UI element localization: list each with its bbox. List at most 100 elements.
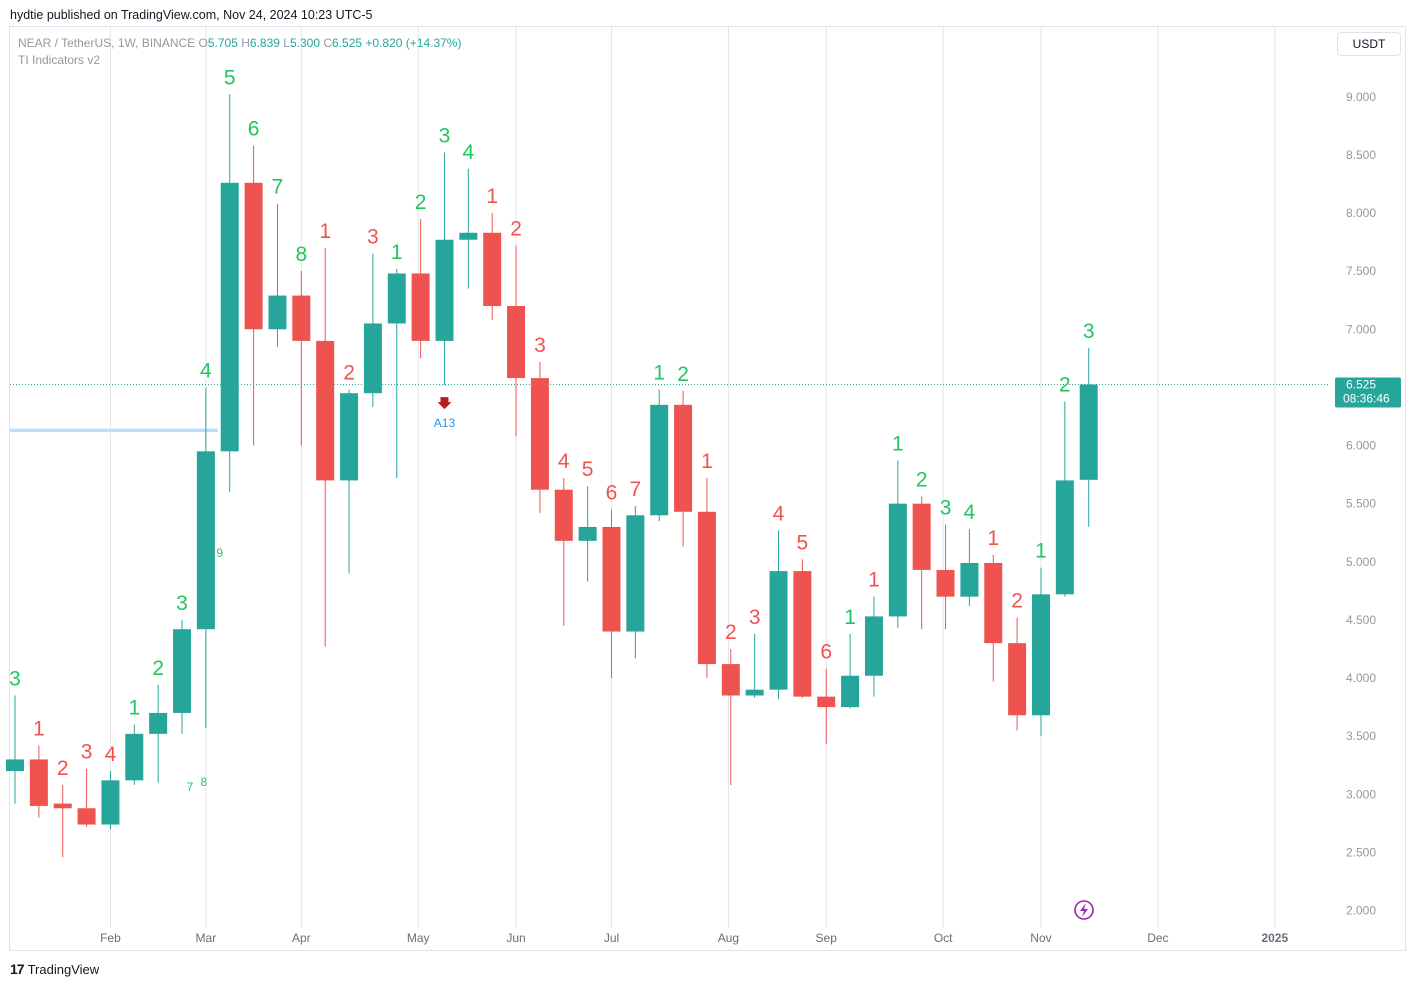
count-label: 2: [415, 191, 427, 214]
candle-body: [507, 306, 526, 379]
count-label: 1: [892, 433, 904, 456]
candle-body: [864, 616, 883, 676]
count-label: 1: [128, 697, 140, 720]
tradingview-logo-icon: 17: [10, 961, 25, 977]
y-tick-label: 8.000: [1346, 206, 1376, 220]
candle-body: [936, 569, 955, 597]
count-label: 1: [701, 450, 713, 473]
candle-body: [769, 571, 788, 690]
candle-body: [554, 489, 573, 541]
open-value: 5.705: [207, 36, 238, 50]
count-label: 1: [486, 185, 498, 208]
count-label: 7: [272, 176, 284, 199]
x-tick-label: May: [407, 931, 430, 945]
candle-body: [960, 562, 979, 597]
y-tick-label: 2.500: [1346, 845, 1376, 859]
y-tick-label: 4.500: [1346, 613, 1376, 627]
count-label: 1: [868, 569, 880, 592]
price-tag-value: 6.525: [1346, 377, 1376, 391]
y-tick-label: 3.000: [1346, 787, 1376, 801]
candle-body: [363, 323, 382, 394]
price-tag-countdown: 08:36:46: [1343, 391, 1390, 405]
count-label: 5: [582, 458, 594, 481]
price-axis: 2.000 2.500 3.000 3.500 4.000 4.500 5.000 5.500…: [1346, 32, 1376, 918]
y-tick-label: 2.000: [1346, 904, 1376, 918]
y-tick-label: 8.500: [1346, 148, 1376, 162]
candle-body: [626, 515, 645, 632]
candle-body: [435, 239, 454, 341]
close-value: 6.525: [332, 36, 363, 50]
time-axis: Feb Mar Apr May Jun Jul Aug Sep Oct Nov Dec 2025: [100, 931, 1288, 945]
count-label: 2: [725, 621, 737, 644]
candle-body: [841, 675, 860, 708]
candle-body: [6, 759, 24, 772]
count-label: 1: [391, 241, 403, 264]
y-tick-label: 5.500: [1346, 497, 1376, 511]
low-label: L: [283, 36, 290, 50]
count-label: 1: [653, 362, 665, 385]
candle-body: [888, 503, 907, 617]
candle-body: [77, 808, 96, 825]
candle-body: [244, 182, 263, 330]
count-label: 5: [797, 531, 809, 554]
high-value: 6.839: [249, 36, 280, 50]
x-tick-label: Jul: [604, 931, 619, 945]
count-label: 3: [176, 592, 188, 615]
candle-series: [6, 94, 1098, 858]
symbol-legend[interactable]: NEAR / TetherUS, 1W, BINANCE O5.705 H6.8…: [18, 36, 461, 50]
candle-body: [387, 273, 406, 324]
candle-body: [984, 562, 1003, 644]
count-label: 4: [105, 743, 117, 766]
count-label: 1: [33, 717, 45, 740]
candle-body: [530, 378, 549, 490]
x-tick-label: Feb: [100, 931, 121, 945]
symbol-name: NEAR / TetherUS, 1W, BINANCE: [18, 36, 196, 50]
candle-body: [745, 689, 764, 696]
count-label: 2: [152, 657, 164, 680]
candle-body: [1031, 594, 1050, 716]
count-label: 3: [940, 497, 952, 520]
y-tick-label: 3.500: [1346, 729, 1376, 743]
high-label: H: [241, 36, 250, 50]
candle-body: [196, 451, 215, 630]
setup-count-label: 9: [216, 546, 223, 560]
count-label: 2: [1059, 373, 1071, 396]
signal-label: A13: [434, 416, 456, 430]
count-label: 1: [987, 527, 999, 550]
replay-icon[interactable]: [1074, 900, 1094, 920]
x-tick-label: 2025: [1261, 931, 1288, 945]
setup-count-label: 8: [201, 775, 208, 789]
candle-body: [721, 664, 740, 696]
x-tick-label: Apr: [292, 931, 311, 945]
count-label: 6: [820, 641, 832, 664]
count-label: 1: [319, 220, 331, 243]
indicator-legend[interactable]: TI Indicators v2: [18, 53, 101, 67]
count-label: 3: [9, 667, 21, 690]
currency-button[interactable]: USDT: [1337, 32, 1401, 56]
chart-frame: [9, 26, 1406, 951]
count-label: 4: [462, 141, 474, 164]
publish-header: hydtie published on TradingView.com, Nov…: [10, 8, 373, 22]
candle-body: [697, 511, 716, 665]
candle-body: [411, 273, 430, 341]
candle-body: [149, 712, 168, 734]
count-label: 2: [677, 363, 689, 386]
sell-arrow-icon: [437, 397, 452, 410]
x-tick-label: Nov: [1030, 931, 1051, 945]
candle-body: [578, 526, 597, 541]
candle-body: [268, 295, 287, 330]
setup-count-label: 7: [187, 780, 194, 794]
candle-body: [53, 803, 72, 809]
candle-body: [817, 696, 836, 708]
candle-body: [29, 759, 48, 806]
candle-body: [674, 404, 693, 512]
count-label: 4: [200, 359, 212, 382]
count-label: 3: [749, 606, 761, 629]
y-tick-label: 4.000: [1346, 671, 1376, 685]
footer-brand[interactable]: 17 TradingView: [10, 961, 99, 977]
x-tick-label: Sep: [816, 931, 838, 945]
price-tag-bg: [1335, 377, 1401, 408]
candle-body: [292, 295, 311, 341]
